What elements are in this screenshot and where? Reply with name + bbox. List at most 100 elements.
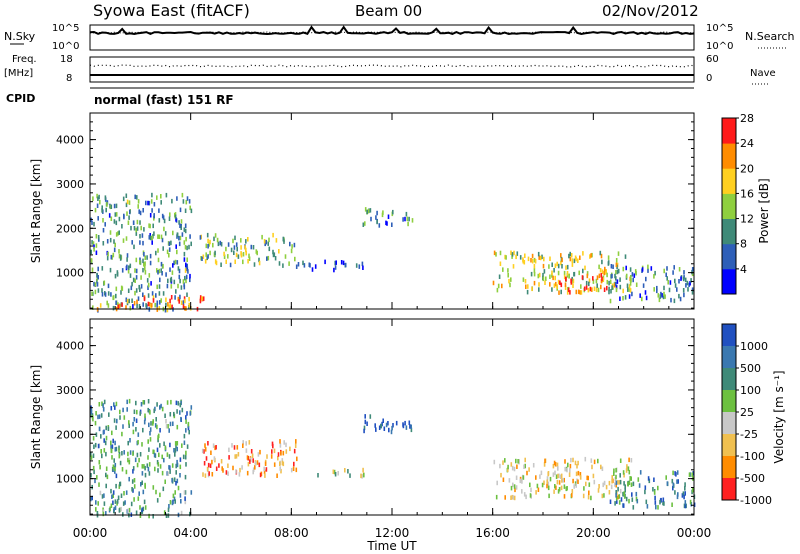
data-cell: [586, 273, 589, 279]
data-cell: [375, 427, 377, 432]
data-cell: [607, 260, 610, 265]
data-cell: [282, 263, 284, 268]
colorbar-segment: [722, 346, 736, 369]
data-cell: [157, 437, 159, 443]
data-cell: [207, 238, 209, 244]
data-cell: [184, 208, 187, 213]
data-cell: [684, 482, 686, 487]
data-cell: [276, 473, 278, 478]
data-cell: [187, 269, 189, 274]
data-cell: [265, 239, 267, 245]
data-cell: [674, 490, 676, 495]
data-cell: [537, 251, 540, 257]
data-cell: [128, 200, 131, 205]
data-cell: [624, 484, 626, 489]
data-cell: [105, 483, 107, 489]
data-cell: [572, 478, 574, 484]
data-cell: [165, 424, 168, 429]
data-cell: [90, 413, 92, 418]
data-cell: [122, 424, 124, 429]
data-cell: [232, 238, 234, 244]
data-cell: [625, 265, 627, 271]
data-cell: [185, 428, 187, 433]
data-cell: [118, 230, 120, 235]
data-cell: [623, 491, 625, 496]
data-cell: [169, 500, 172, 505]
data-cell: [611, 479, 613, 484]
data-cell: [151, 303, 153, 308]
data-cell: [587, 287, 590, 293]
noise-tick-top-right: 10^5: [706, 23, 733, 34]
velocity-y-axis-label: Slant Range [km]: [29, 365, 43, 469]
data-cell: [177, 401, 180, 406]
data-cell: [375, 215, 377, 220]
data-cell: [547, 485, 550, 491]
data-cell: [152, 223, 154, 229]
data-cell: [533, 280, 536, 286]
data-cell: [214, 233, 217, 238]
data-cell: [588, 278, 591, 283]
data-cell: [93, 244, 95, 249]
data-cell: [103, 493, 105, 498]
data-cell: [641, 296, 643, 302]
data-cell: [529, 482, 531, 488]
data-cell: [229, 262, 232, 268]
data-cell: [139, 259, 141, 265]
data-cell: [108, 213, 111, 218]
data-cell: [615, 493, 617, 498]
data-cell: [687, 287, 689, 292]
data-cell: [100, 449, 102, 454]
data-cell: [533, 264, 536, 269]
data-cell: [629, 476, 631, 481]
data-cell: [584, 456, 587, 462]
data-cell: [151, 192, 153, 198]
data-cell: [162, 486, 165, 492]
data-cell: [273, 448, 276, 454]
data-cell: [169, 212, 171, 217]
data-cell: [169, 442, 171, 448]
data-cell: [598, 264, 600, 270]
data-cell: [116, 499, 119, 504]
data-cell: [653, 287, 655, 292]
data-cell: [369, 208, 372, 213]
data-cell: [147, 293, 150, 298]
data-cell: [653, 490, 656, 495]
data-cell: [280, 468, 282, 474]
data-cell: [112, 464, 115, 469]
data-cell: [516, 251, 519, 256]
data-cell: [125, 236, 128, 241]
data-cell: [121, 268, 124, 273]
data-cell: [534, 259, 537, 264]
data-cell: [136, 303, 138, 309]
data-cell: [166, 452, 169, 457]
data-cell: [109, 506, 111, 511]
data-cell: [591, 464, 593, 470]
data-cell: [93, 469, 95, 475]
data-cell: [588, 281, 590, 287]
data-cell: [104, 440, 107, 446]
data-cell: [600, 273, 603, 278]
data-cell: [669, 280, 672, 285]
data-cell: [227, 463, 229, 468]
data-cell: [566, 290, 569, 295]
data-cell: [235, 454, 238, 459]
data-cell: [598, 484, 600, 489]
data-cell: [119, 415, 121, 420]
data-cell: [378, 425, 381, 430]
data-cell: [131, 487, 133, 492]
data-cell: [94, 478, 96, 484]
data-cell: [165, 272, 167, 277]
data-cell: [170, 240, 172, 246]
data-cell: [205, 456, 208, 461]
data-cell: [693, 502, 696, 507]
data-cell: [97, 275, 99, 280]
data-cell: [134, 278, 136, 283]
data-cell: [615, 496, 618, 501]
data-cell: [115, 425, 117, 430]
data-cell: [530, 258, 532, 263]
data-cell: [102, 403, 104, 408]
data-cell: [159, 464, 162, 469]
data-cell: [540, 255, 542, 261]
data-cell: [113, 507, 115, 512]
data-cell: [115, 473, 118, 479]
